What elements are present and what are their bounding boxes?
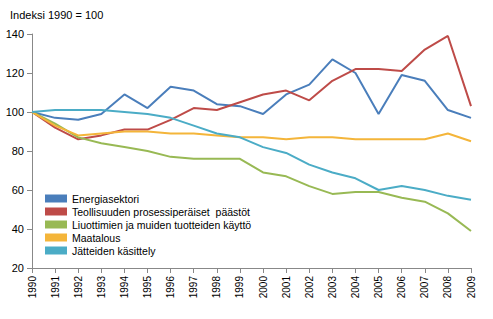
svg-text:1994: 1994 xyxy=(119,276,130,299)
svg-text:2007: 2007 xyxy=(419,276,430,299)
svg-text:2003: 2003 xyxy=(327,276,338,299)
svg-text:2000: 2000 xyxy=(258,276,269,299)
svg-text:20: 20 xyxy=(12,262,24,274)
svg-text:100: 100 xyxy=(6,106,24,118)
svg-text:1995: 1995 xyxy=(142,276,153,299)
svg-text:Teollisuuden prosessiperäiset: Teollisuuden prosessiperäiset päästöt xyxy=(72,206,250,218)
svg-text:2002: 2002 xyxy=(304,276,315,299)
svg-text:2001: 2001 xyxy=(281,276,292,299)
svg-text:2006: 2006 xyxy=(396,276,407,299)
svg-text:140: 140 xyxy=(6,28,24,40)
svg-text:1992: 1992 xyxy=(73,276,84,299)
svg-text:Maatalous: Maatalous xyxy=(72,232,120,244)
svg-text:1998: 1998 xyxy=(211,276,222,299)
svg-text:1990: 1990 xyxy=(27,276,38,299)
svg-text:1991: 1991 xyxy=(50,276,61,299)
svg-text:2009: 2009 xyxy=(466,276,477,299)
svg-text:120: 120 xyxy=(6,67,24,79)
svg-text:1999: 1999 xyxy=(234,276,245,299)
svg-text:1997: 1997 xyxy=(188,276,199,299)
svg-text:1993: 1993 xyxy=(96,276,107,299)
svg-text:60: 60 xyxy=(12,184,24,196)
svg-text:40: 40 xyxy=(12,223,24,235)
svg-text:2008: 2008 xyxy=(442,276,453,299)
svg-text:2004: 2004 xyxy=(350,276,361,299)
svg-text:Jätteiden käsittely: Jätteiden käsittely xyxy=(72,245,156,257)
svg-text:Liuottimien ja muiden tuotteid: Liuottimien ja muiden tuotteiden käyttö xyxy=(72,219,251,231)
svg-text:80: 80 xyxy=(12,145,24,157)
svg-text:Energiasektori: Energiasektori xyxy=(72,193,139,205)
svg-text:2005: 2005 xyxy=(373,276,384,299)
svg-text:Indeksi 1990 = 100: Indeksi 1990 = 100 xyxy=(10,9,103,21)
svg-text:1996: 1996 xyxy=(165,276,176,299)
